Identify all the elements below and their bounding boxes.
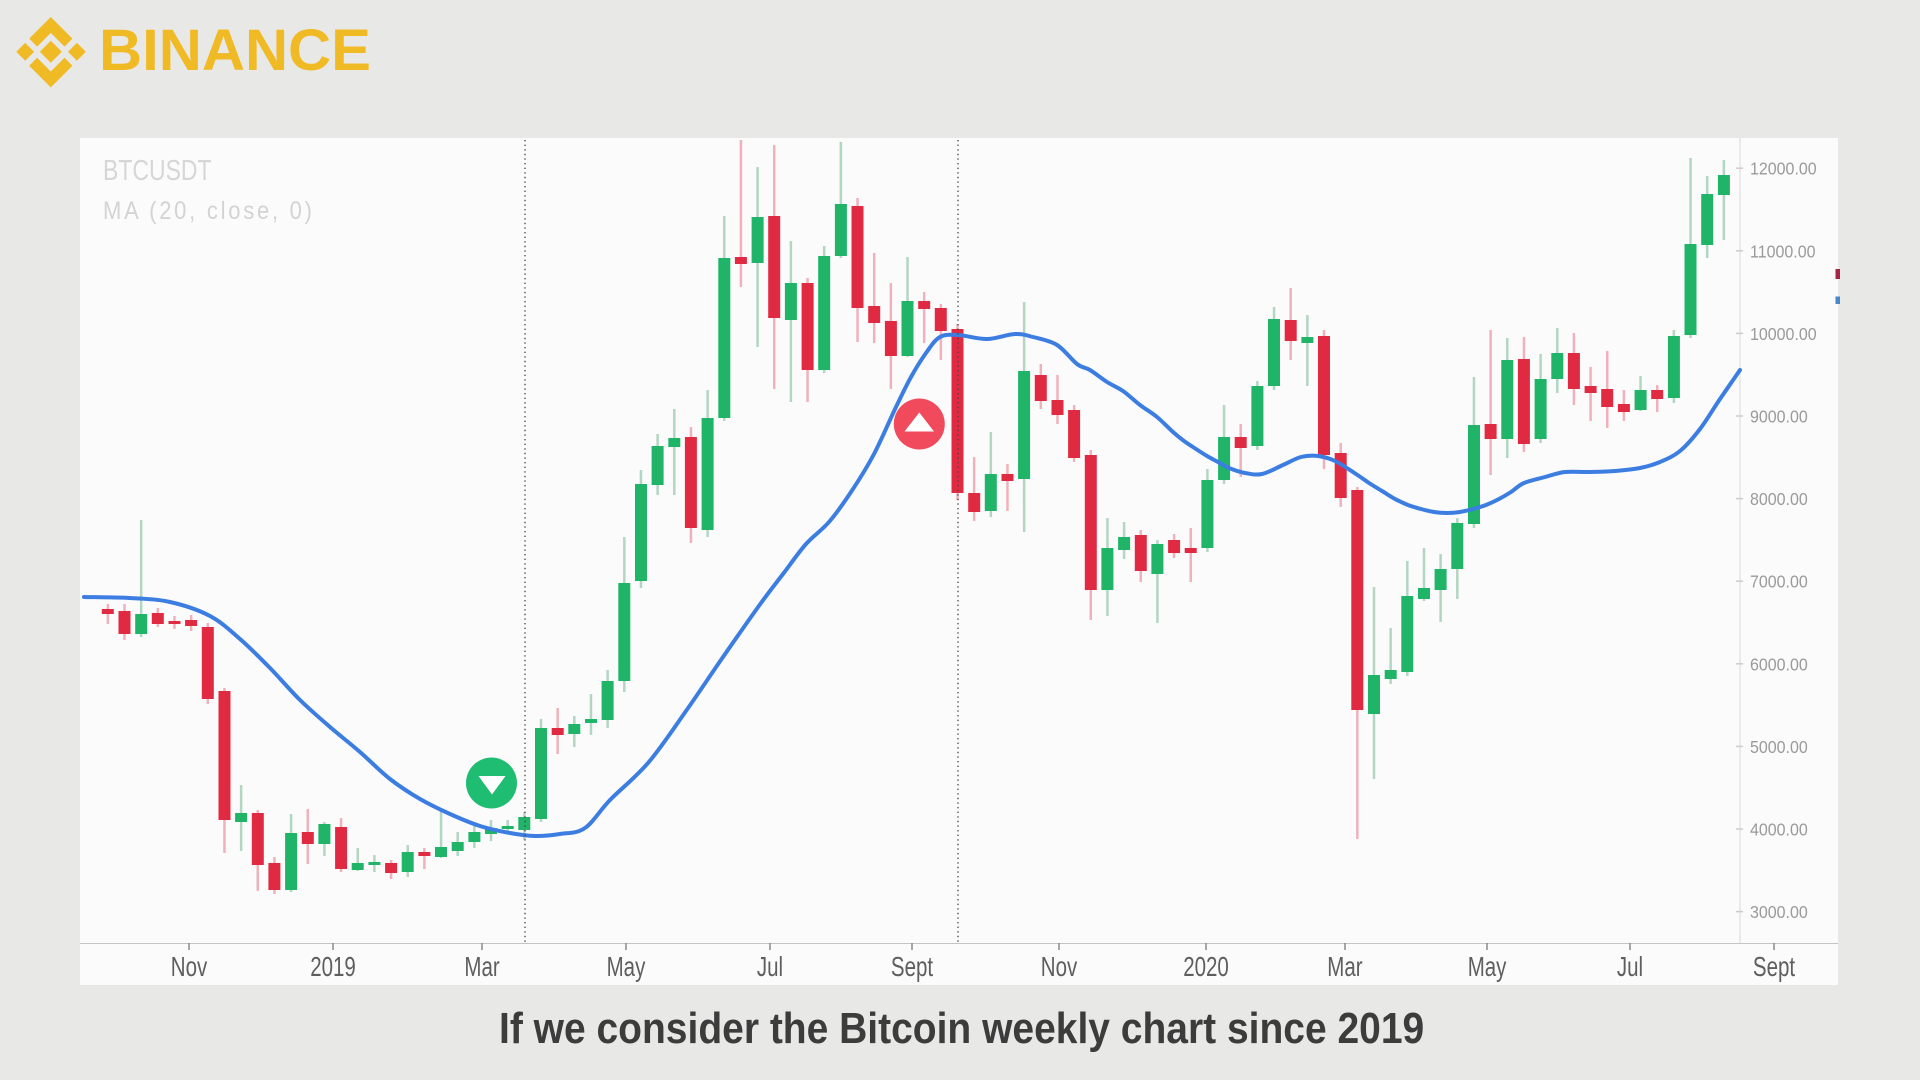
svg-text:2019: 2019 (310, 952, 356, 983)
svg-text:BINANCE: BINANCE (99, 18, 371, 83)
svg-text:Nov: Nov (1041, 952, 1078, 983)
svg-text:MA (20, close, 0): MA (20, close, 0) (103, 197, 312, 225)
svg-text:10000.00: 10000.00 (1750, 324, 1817, 344)
svg-text:Mar: Mar (1327, 952, 1362, 983)
svg-text:9000.00: 9000.00 (1750, 407, 1808, 427)
svg-text:May: May (1468, 952, 1507, 983)
svg-text:12000.00: 12000.00 (1750, 159, 1817, 179)
svg-text:May: May (607, 952, 646, 983)
svg-text:4000.00: 4000.00 (1750, 820, 1808, 840)
svg-text:5000.00: 5000.00 (1750, 737, 1808, 757)
svg-text:If we consider the Bitcoin wee: If we consider the Bitcoin weekly chart … (499, 1004, 1424, 1052)
svg-text:Jul: Jul (1617, 952, 1643, 983)
svg-text:BTCUSDT: BTCUSDT (103, 153, 212, 186)
svg-text:7000.00: 7000.00 (1750, 572, 1808, 592)
svg-text:Sept: Sept (891, 952, 933, 983)
svg-text:3000.00: 3000.00 (1750, 902, 1808, 922)
svg-text:Nov: Nov (171, 952, 208, 983)
svg-text:11000.00: 11000.00 (1750, 241, 1815, 261)
svg-text:2020: 2020 (1183, 952, 1229, 983)
svg-text:Jul: Jul (757, 952, 783, 983)
svg-text:8000.00: 8000.00 (1750, 489, 1808, 509)
svg-text:Sept: Sept (1753, 952, 1795, 983)
svg-text:6000.00: 6000.00 (1750, 654, 1808, 674)
svg-text:Mar: Mar (464, 952, 499, 983)
